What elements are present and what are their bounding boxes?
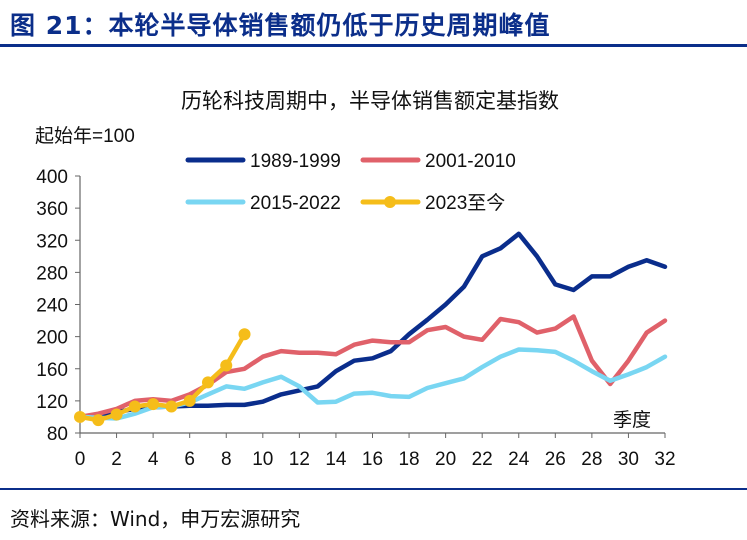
source-note: 资料来源：Wind，申万宏源研究 [10, 507, 301, 531]
data-point [183, 394, 196, 407]
y-tick-label: 160 [36, 360, 68, 381]
legend-label: 2015-2022 [250, 193, 341, 214]
x-tick-label: 0 [75, 449, 86, 470]
legend-label: 2023至今 [425, 192, 505, 214]
x-tick-label: 8 [221, 449, 232, 470]
y-tick-label: 360 [36, 199, 68, 220]
source-divider [0, 488, 747, 490]
x-tick-label: 22 [472, 449, 493, 470]
legend-marker [384, 196, 396, 208]
x-tick-label: 14 [325, 449, 347, 470]
x-axis-label: 季度 [613, 409, 651, 431]
data-point [74, 410, 86, 423]
data-point [128, 400, 141, 413]
data-point [220, 359, 233, 372]
x-tick-label: 18 [398, 449, 419, 470]
x-tick-label: 6 [184, 449, 195, 470]
y-tick-label: 400 [36, 167, 68, 188]
data-point [165, 400, 178, 413]
x-tick-label: 30 [618, 449, 639, 470]
series-line-2023至今 [77, 331, 247, 423]
y-axis-label: 起始年=100 [35, 125, 135, 147]
plot-area [74, 231, 668, 427]
figure-title: 图 21：本轮半导体销售额仍低于历史周期峰值 [10, 11, 551, 40]
x-tick-label: 4 [148, 449, 159, 470]
y-tick-label: 240 [36, 296, 68, 317]
legend-label: 1989-1999 [250, 151, 341, 172]
line-chart: 历轮科技周期中，半导体销售额定基指数 起始年=100 季度 8012016020… [35, 89, 676, 470]
data-point [147, 398, 160, 411]
x-tick-label: 32 [654, 449, 675, 470]
x-tick-label: 10 [252, 449, 273, 470]
legend-label: 2001-2010 [425, 151, 516, 172]
data-point [110, 408, 123, 421]
y-tick-label: 120 [36, 392, 68, 413]
x-tick-label: 26 [545, 449, 566, 470]
x-tick-label: 2 [111, 449, 122, 470]
y-tick-label: 320 [36, 231, 68, 252]
series-line-2001-2010 [77, 314, 668, 420]
chart-title: 历轮科技周期中，半导体销售额定基指数 [181, 89, 559, 113]
y-tick-label: 80 [47, 424, 68, 445]
y-tick-label: 200 [36, 328, 68, 349]
legend: 1989-1999 2001-2010 2015-2022 2023至今 [185, 151, 516, 214]
data-point [238, 328, 251, 341]
x-tick-label: 24 [508, 449, 530, 470]
title-divider [0, 44, 747, 47]
x-tick-label: 16 [362, 449, 383, 470]
x-tick-label: 28 [581, 449, 602, 470]
x-tick-label: 12 [289, 449, 310, 470]
y-tick-label: 280 [36, 263, 68, 284]
data-point [92, 414, 105, 427]
x-tick-label: 20 [435, 449, 456, 470]
data-point [201, 376, 214, 389]
